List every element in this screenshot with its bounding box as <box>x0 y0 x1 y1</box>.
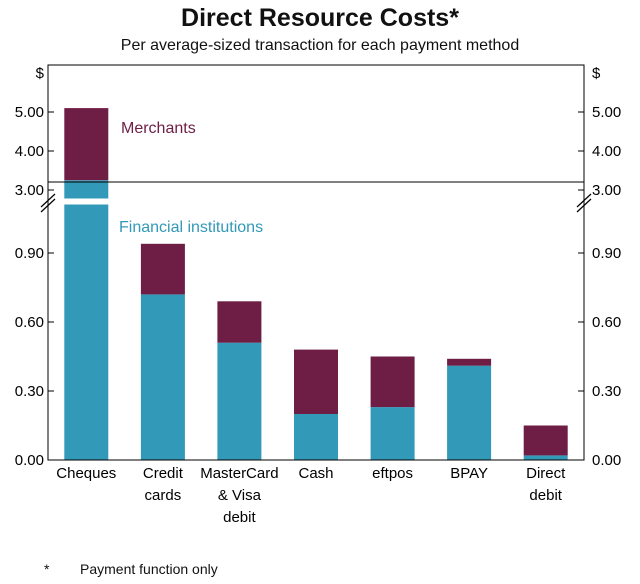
bar-merchants-0 <box>64 108 109 181</box>
bar-merchants-2 <box>217 301 262 343</box>
right-unit-label: $ <box>592 65 601 82</box>
bar-merchants-6 <box>523 425 568 456</box>
category-label: eftpos <box>372 465 413 482</box>
category-label: & Visa <box>218 487 262 504</box>
category-label: cards <box>145 487 182 504</box>
left-axis-break-mark <box>40 193 56 208</box>
right-tick-label: 3.00 <box>592 182 621 199</box>
footnote-marker: * <box>44 561 50 577</box>
right-tick-label: 4.00 <box>592 143 621 160</box>
left-tick-label: 3.00 <box>15 182 44 199</box>
left-tick-label: 0.30 <box>15 383 44 400</box>
category-label: BPAY <box>450 465 488 482</box>
left-tick-label: 0.00 <box>15 452 44 469</box>
bar-financial-institutions-6 <box>523 455 568 460</box>
left-tick-label: 0.90 <box>15 245 44 262</box>
bar-financial-institutions-1 <box>140 294 185 460</box>
footnote: * Payment function only <box>44 561 218 577</box>
left-tick-label: 0.60 <box>15 314 44 331</box>
right-tick-label: 0.60 <box>592 314 621 331</box>
plot-frame <box>47 64 585 461</box>
chart-subtitle: Per average-sized transaction for each p… <box>120 37 520 54</box>
category-label: Cheques <box>56 465 116 482</box>
bar-merchants-3 <box>294 349 338 414</box>
right-tick-label: 0.30 <box>592 383 621 400</box>
bar-financial-institutions-5 <box>447 365 492 460</box>
bar-financial-institutions-0 <box>64 180 109 461</box>
left-unit-label: $ <box>36 65 45 82</box>
bar-financial-institutions-4 <box>370 407 415 460</box>
merchants-series-label: Merchants <box>121 120 196 137</box>
category-label: Credit <box>143 465 184 482</box>
footnote-text: Payment function only <box>80 561 218 577</box>
category-label: Cash <box>298 465 333 482</box>
right-axis-break-mark <box>576 198 592 213</box>
right-tick-label: 0.90 <box>592 245 621 262</box>
left-axis-break-mark <box>40 198 56 213</box>
category-label: debit <box>529 487 562 504</box>
bar-financial-institutions-2 <box>217 342 262 460</box>
bar-merchants-1 <box>140 243 185 295</box>
bar-merchants-5 <box>447 358 492 366</box>
right-axis-break-mark <box>576 193 592 208</box>
bar-financial-institutions-3 <box>294 414 338 460</box>
right-tick-label: 0.00 <box>592 452 621 469</box>
category-label: MasterCard <box>200 465 278 482</box>
financial-institutions-series-label: Financial institutions <box>119 219 263 236</box>
left-tick-label: 4.00 <box>15 143 44 160</box>
right-tick-label: 5.00 <box>592 104 621 121</box>
bar-merchants-4 <box>370 356 415 408</box>
category-label: debit <box>223 509 256 526</box>
category-label: Direct <box>526 465 566 482</box>
left-tick-label: 5.00 <box>15 104 44 121</box>
chart-title: Direct Resource Costs* <box>181 4 459 32</box>
axis-break-gap <box>49 198 583 205</box>
